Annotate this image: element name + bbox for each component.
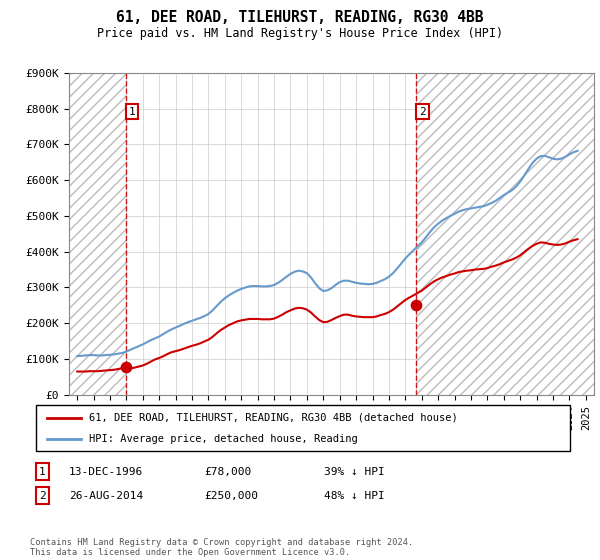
Text: £78,000: £78,000 — [204, 466, 251, 477]
Text: 61, DEE ROAD, TILEHURST, READING, RG30 4BB (detached house): 61, DEE ROAD, TILEHURST, READING, RG30 4… — [89, 413, 458, 423]
Text: Contains HM Land Registry data © Crown copyright and database right 2024.
This d: Contains HM Land Registry data © Crown c… — [30, 538, 413, 557]
Point — [411, 301, 421, 310]
Text: HPI: Average price, detached house, Reading: HPI: Average price, detached house, Read… — [89, 435, 358, 444]
Text: 2: 2 — [419, 106, 426, 116]
Text: 26-AUG-2014: 26-AUG-2014 — [69, 491, 143, 501]
Text: 13-DEC-1996: 13-DEC-1996 — [69, 466, 143, 477]
Text: Price paid vs. HM Land Registry's House Price Index (HPI): Price paid vs. HM Land Registry's House … — [97, 27, 503, 40]
Text: 39% ↓ HPI: 39% ↓ HPI — [324, 466, 385, 477]
Text: 61, DEE ROAD, TILEHURST, READING, RG30 4BB: 61, DEE ROAD, TILEHURST, READING, RG30 4… — [116, 10, 484, 25]
Text: £250,000: £250,000 — [204, 491, 258, 501]
Text: 1: 1 — [129, 106, 136, 116]
Text: 48% ↓ HPI: 48% ↓ HPI — [324, 491, 385, 501]
Text: 2: 2 — [39, 491, 46, 501]
Text: 1: 1 — [39, 466, 46, 477]
Point — [121, 362, 130, 371]
